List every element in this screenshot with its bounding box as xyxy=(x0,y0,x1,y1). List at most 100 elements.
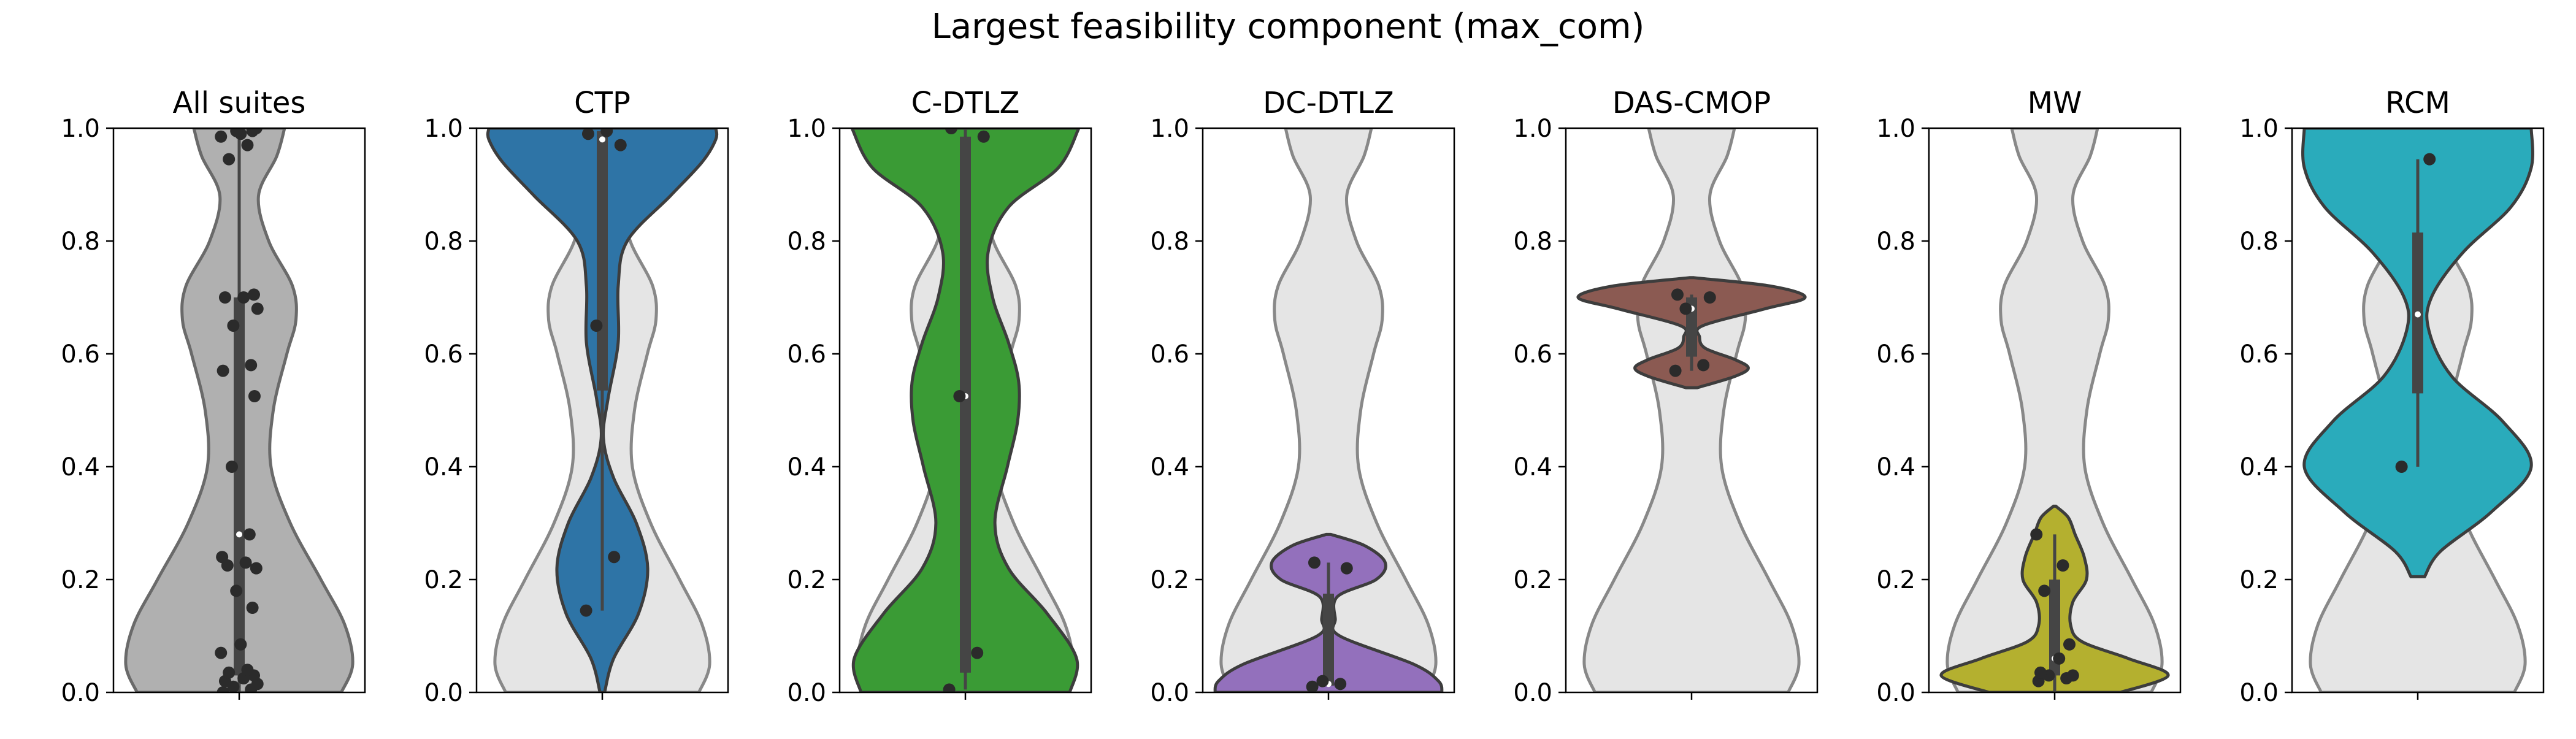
data-point xyxy=(245,359,258,372)
data-point xyxy=(608,551,621,564)
y-tick-label: 1.0 xyxy=(1513,115,1552,143)
panel-title: MW xyxy=(2028,86,2082,120)
y-tick-label: 0.2 xyxy=(2239,566,2279,594)
panel-title: DAS-CMOP xyxy=(1612,86,1771,120)
y-tick-label: 0.0 xyxy=(787,679,826,707)
y-tick-label: 0.8 xyxy=(1513,228,1552,256)
data-point xyxy=(2423,153,2436,166)
panel-title: DC-DTLZ xyxy=(1263,86,1394,120)
data-point xyxy=(1306,680,1319,692)
data-point xyxy=(223,153,236,166)
plot-area xyxy=(850,128,1081,692)
data-point xyxy=(217,364,229,377)
data-point xyxy=(1669,364,1682,377)
data-point xyxy=(226,461,238,473)
y-tick-label: 0.2 xyxy=(1150,566,1189,594)
data-point xyxy=(239,556,252,569)
y-tick-label: 0.6 xyxy=(2239,340,2279,369)
data-point xyxy=(2395,461,2408,473)
y-tick-label: 0.6 xyxy=(1150,340,1189,369)
data-point xyxy=(1340,562,1353,575)
panel-dc-dtlz: 0.0 0.2 0.4 0.6 0.8 1.0 DC-DTLZ xyxy=(1150,86,1455,707)
data-point xyxy=(241,664,254,676)
y-tick-label: 0.8 xyxy=(2239,228,2279,256)
iqr-box xyxy=(234,297,245,676)
y-tick-label: 0.6 xyxy=(61,340,100,369)
panels-group: 0.0 0.2 0.4 0.6 0.8 1.0 All suites 0.0 0.2 0.4 0.6… xyxy=(61,86,2545,707)
y-tick-label: 0.0 xyxy=(61,679,100,707)
data-point xyxy=(246,602,259,614)
data-point xyxy=(614,139,627,151)
data-point xyxy=(241,139,254,151)
background-violin xyxy=(1219,128,1438,692)
data-point xyxy=(2066,669,2079,682)
data-point xyxy=(945,128,957,134)
data-point xyxy=(1334,678,1347,691)
iqr-box xyxy=(960,136,971,673)
median-marker xyxy=(2415,311,2421,318)
panel-ctp: 0.0 0.2 0.4 0.6 0.8 1.0 CTP xyxy=(424,86,729,707)
data-point xyxy=(2030,528,2043,541)
iqr-box xyxy=(597,131,608,391)
data-point xyxy=(1697,359,1710,372)
panel-title: CTP xyxy=(574,86,631,120)
y-tick-label: 0.2 xyxy=(61,566,100,594)
y-tick-label: 0.0 xyxy=(1513,679,1552,707)
data-point xyxy=(977,130,990,143)
y-tick-label: 0.4 xyxy=(424,453,463,481)
data-point xyxy=(243,528,256,541)
y-tick-label: 0.0 xyxy=(424,679,463,707)
data-point xyxy=(2057,559,2069,572)
data-point xyxy=(230,128,243,137)
data-point xyxy=(248,288,260,301)
data-point xyxy=(600,128,613,137)
data-point xyxy=(251,302,264,315)
y-tick-label: 0.8 xyxy=(424,228,463,256)
data-point xyxy=(250,128,263,134)
y-tick-label: 0.0 xyxy=(1150,679,1189,707)
plot-area xyxy=(2301,128,2534,692)
median-marker xyxy=(599,136,605,143)
y-tick-label: 0.0 xyxy=(2239,679,2279,707)
data-point xyxy=(215,130,228,143)
data-point xyxy=(237,291,250,304)
data-point xyxy=(581,128,594,140)
y-tick-label: 0.8 xyxy=(1150,228,1189,256)
y-tick-label: 0.6 xyxy=(1513,340,1552,369)
y-tick-label: 0.2 xyxy=(1876,566,1915,594)
panel-mw: 0.0 0.2 0.4 0.6 0.8 1.0 MW xyxy=(1876,86,2182,707)
data-point xyxy=(234,638,247,651)
plot-area xyxy=(486,128,719,692)
y-tick-label: 1.0 xyxy=(1876,115,1915,143)
data-point xyxy=(2038,584,2051,597)
y-tick-label: 1.0 xyxy=(1150,115,1189,143)
data-point xyxy=(1316,675,1329,687)
panel-rcm: 0.0 0.2 0.4 0.6 0.8 1.0 RCM xyxy=(2239,86,2545,707)
panel-c-dtlz: 0.0 0.2 0.4 0.6 0.8 1.0 C-DTLZ xyxy=(787,86,1092,707)
data-point xyxy=(227,320,240,332)
y-tick-label: 0.0 xyxy=(1876,679,1915,707)
data-point xyxy=(1703,291,1716,304)
data-point xyxy=(248,390,261,402)
data-point xyxy=(1671,288,1684,301)
panel-title: C-DTLZ xyxy=(911,86,1020,120)
data-point xyxy=(971,646,984,659)
data-point xyxy=(953,390,966,402)
y-tick-label: 0.4 xyxy=(1150,453,1189,481)
data-point xyxy=(230,584,243,597)
y-tick-label: 1.0 xyxy=(424,115,463,143)
panel-title: All suites xyxy=(173,86,306,120)
figure-title: Largest feasibility component (max_com) xyxy=(932,7,1645,47)
background-violin xyxy=(1945,128,2164,692)
iqr-box xyxy=(2049,580,2060,676)
y-tick-label: 0.4 xyxy=(787,453,826,481)
y-tick-label: 1.0 xyxy=(61,115,100,143)
data-point xyxy=(580,604,592,617)
data-point xyxy=(217,686,229,692)
data-point xyxy=(216,551,229,564)
panel-title: RCM xyxy=(2385,86,2450,120)
panel-all-suites: 0.0 0.2 0.4 0.6 0.8 1.0 All suites xyxy=(61,86,366,707)
data-point xyxy=(250,562,263,575)
